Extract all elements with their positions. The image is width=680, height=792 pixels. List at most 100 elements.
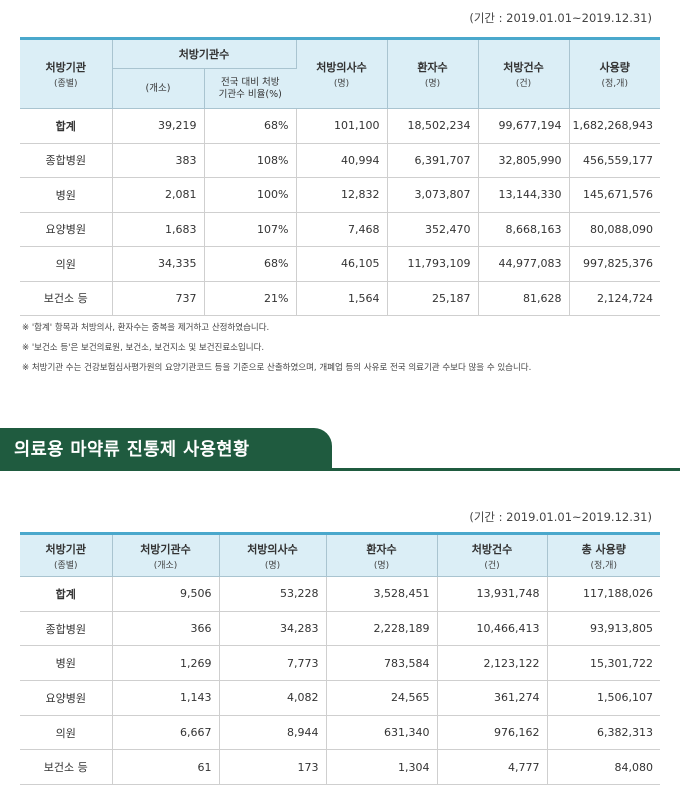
cell-patients: 2,228,189 [326, 611, 438, 647]
row-name: 병원 [20, 645, 113, 682]
cell-prescriptions: 8,668,163 [478, 212, 570, 247]
cell-patients: 3,073,807 [387, 177, 479, 213]
header-prescriptions: 처방건수 (건) [478, 37, 570, 109]
row-name: 요양병원 [20, 680, 113, 716]
cell-ratio: 100% [204, 177, 297, 213]
cell-usage: 997,825,376 [569, 246, 660, 282]
row-name: 의원 [20, 246, 113, 282]
prescription-table: 처방기관 (종별) 처방기관수 처방의사수 (명) 환자수 (명) 처방건수 (건) 사… [20, 37, 660, 316]
row-name: 요양병원 [20, 212, 113, 247]
painkiller-usage-table: 처방기관 (종별) 처방기관수 (개소) 처방의사수 (명) 환자수 (명) 처방건수(… [20, 532, 660, 786]
cell-usage: 456,559,177 [569, 143, 660, 178]
cell-count: 9,506 [112, 576, 220, 612]
cell-count: 2,081 [112, 177, 205, 213]
cell-usage: 117,188,026 [547, 576, 660, 612]
cell-patients: 18,502,234 [387, 108, 479, 144]
section-divider [0, 468, 680, 471]
table-row: 의원 6,667 8,944 631,340 976,162 6,382,313 [20, 715, 660, 751]
header-doctors: 처방의사수 (명) [296, 37, 388, 109]
table-row: 종합병원 383 108% 40,994 6,391,707 32,805,99… [20, 143, 660, 178]
cell-prescriptions: 81,628 [478, 281, 570, 316]
header-institution: 처방기관 (종별) [20, 532, 113, 577]
cell-doctors: 173 [219, 749, 327, 786]
cell-count: 34,335 [112, 246, 205, 282]
cell-prescriptions: 2,123,122 [437, 645, 548, 682]
header-doctors: 처방의사수 (명) [219, 532, 327, 577]
cell-doctors: 46,105 [296, 246, 388, 282]
cell-usage: 15,301,722 [547, 645, 660, 682]
header-patients: 환자수 (명) [326, 532, 438, 577]
row-name: 보건소 등 [20, 749, 113, 786]
cell-usage: 145,671,576 [569, 177, 660, 213]
section-title: 의료용 마약류 진통제 사용현황 [14, 440, 250, 460]
cell-prescriptions: 361,274 [437, 680, 548, 716]
table-row: 병원 2,081 100% 12,832 3,073,807 13,144,33… [20, 177, 660, 213]
header-institution: 처방기관 (종별) [20, 37, 113, 109]
cell-prescriptions: 10,466,413 [437, 611, 548, 647]
table-row: 보건소 등 737 21% 1,564 25,187 81,628 2,124,… [20, 281, 660, 316]
cell-patients: 11,793,109 [387, 246, 479, 282]
cell-patients: 6,391,707 [387, 143, 479, 178]
cell-prescriptions: 44,977,083 [478, 246, 570, 282]
cell-doctors: 12,832 [296, 177, 388, 213]
cell-count: 61 [112, 749, 220, 786]
cell-ratio: 21% [204, 281, 297, 316]
cell-doctors: 8,944 [219, 715, 327, 751]
cell-prescriptions: 13,931,748 [437, 576, 548, 612]
header-ratio: 전국 대비 처방 기관수 비율(%) [204, 68, 296, 109]
cell-usage: 80,088,090 [569, 212, 660, 247]
cell-doctors: 7,773 [219, 645, 327, 682]
cell-usage: 1,506,107 [547, 680, 660, 716]
footnote: ※ 처방기관 수는 건강보험심사평가원의 요양기관코드 등을 기준으로 산출하였… [22, 363, 532, 373]
cell-doctors: 4,082 [219, 680, 327, 716]
cell-usage: 93,913,805 [547, 611, 660, 647]
cell-count: 366 [112, 611, 220, 647]
cell-prescriptions: 32,805,990 [478, 143, 570, 178]
cell-prescriptions: 99,677,194 [478, 108, 570, 144]
footnotes: ※ '합계' 항목과 처방의사, 환자수는 중복을 제거하고 산정하였습니다. … [22, 318, 531, 378]
cell-prescriptions: 976,162 [437, 715, 548, 751]
cell-patients: 783,584 [326, 645, 438, 682]
cell-count: 737 [112, 281, 205, 316]
table-row: 종합병원 366 34,283 2,228,189 10,466,413 93,… [20, 611, 660, 647]
table-row: 요양병원 1,683 107% 7,468 352,470 8,668,163 … [20, 212, 660, 247]
cell-count: 1,683 [112, 212, 205, 247]
cell-patients: 24,565 [326, 680, 438, 716]
table-row: 합계 9,506 53,228 3,528,451 13,931,748 117… [20, 576, 660, 612]
cell-patients: 1,304 [326, 749, 438, 786]
cell-ratio: 68% [204, 108, 297, 144]
header-usage: 사용량 (정,개) [569, 37, 660, 109]
row-name: 합계 [20, 576, 113, 612]
cell-doctors: 101,100 [296, 108, 388, 144]
cell-usage: 2,124,724 [569, 281, 660, 316]
footnote: ※ '합계' 항목과 처방의사, 환자수는 중복을 제거하고 산정하였습니다. [22, 323, 270, 333]
cell-patients: 25,187 [387, 281, 479, 316]
cell-patients: 352,470 [387, 212, 479, 247]
header-institution-count: 처방기관수 [112, 37, 297, 69]
table-row: 보건소 등 61 173 1,304 4,777 84,080 [20, 749, 660, 786]
cell-count: 1,143 [112, 680, 220, 716]
cell-usage: 1,682,268,943 [569, 108, 660, 144]
row-name: 병원 [20, 177, 113, 213]
cell-count: 383 [112, 143, 205, 178]
row-name: 보건소 등 [20, 281, 113, 316]
row-name: 합계 [20, 108, 113, 144]
header-patients: 환자수 (명) [387, 37, 479, 109]
cell-ratio: 107% [204, 212, 297, 247]
cell-usage: 6,382,313 [547, 715, 660, 751]
cell-patients: 3,528,451 [326, 576, 438, 612]
cell-ratio: 108% [204, 143, 297, 178]
table-row: 요양병원 1,143 4,082 24,565 361,274 1,506,10… [20, 680, 660, 716]
cell-doctors: 34,283 [219, 611, 327, 647]
cell-count: 6,667 [112, 715, 220, 751]
table-row: 의원 34,335 68% 46,105 11,793,109 44,977,0… [20, 246, 660, 282]
row-name: 종합병원 [20, 143, 113, 178]
cell-usage: 84,080 [547, 749, 660, 786]
table-row: 합계 39,219 68% 101,100 18,502,234 99,677,… [20, 108, 660, 144]
cell-count: 1,269 [112, 645, 220, 682]
period-label: (기간 : 2019.01.01~2019.12.31) [469, 510, 652, 524]
row-name: 종합병원 [20, 611, 113, 647]
header-institution-count: 처방기관수 (개소) [112, 532, 220, 577]
cell-doctors: 7,468 [296, 212, 388, 247]
header-count-unit: (개소) [112, 68, 205, 109]
